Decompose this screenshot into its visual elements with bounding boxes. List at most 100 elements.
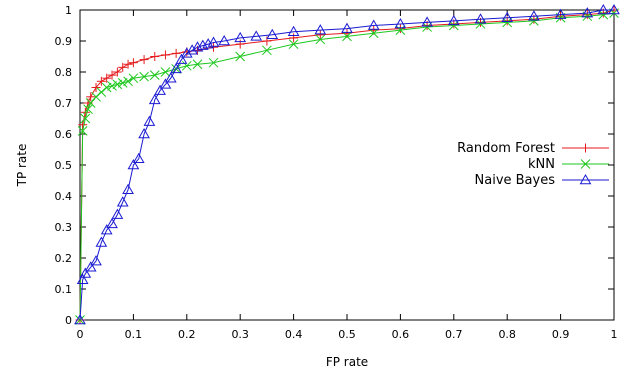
- data-point: [74, 313, 86, 325]
- data-point: [148, 93, 161, 105]
- data-point: [608, 3, 620, 15]
- data-point: [112, 79, 123, 90]
- data-point: [581, 7, 594, 18]
- data-point: [116, 196, 129, 207]
- data-point: [175, 53, 188, 64]
- data-point: [132, 152, 145, 164]
- data-point: [266, 28, 279, 40]
- data-point: [106, 217, 118, 229]
- legend-marker: [581, 143, 590, 153]
- data-point: [95, 236, 108, 247]
- y-tick-label: 0.7: [55, 97, 73, 110]
- y-tick-label: 0.3: [55, 221, 73, 234]
- data-point: [76, 273, 89, 284]
- data-point: [598, 9, 609, 20]
- legend-label: Random Forest: [457, 141, 555, 156]
- y-axis-label: TP rate: [15, 144, 29, 188]
- data-point: [96, 76, 106, 86]
- series-layer: [74, 3, 620, 325]
- data-point: [368, 28, 379, 39]
- y-tick-label: 0.6: [55, 128, 73, 141]
- data-point: [85, 98, 96, 108]
- data-point: [160, 50, 170, 60]
- legend-marker: [579, 173, 592, 185]
- data-point: [234, 31, 247, 43]
- y-tick-label: 1: [65, 4, 72, 17]
- data-point: [79, 267, 92, 278]
- x-tick-label: 0.6: [392, 328, 410, 341]
- y-tick-label: 0.4: [55, 190, 73, 203]
- data-point: [554, 8, 567, 19]
- data-point: [84, 261, 97, 272]
- legend-marker: [580, 159, 591, 169]
- legend-label: kNN: [528, 157, 555, 172]
- data-point: [395, 24, 405, 34]
- data-point: [207, 36, 220, 47]
- data-point: [143, 115, 156, 126]
- data-point: [112, 67, 122, 77]
- x-tick-label: 0: [77, 328, 84, 341]
- data-point: [448, 20, 459, 31]
- data-point: [262, 36, 272, 46]
- data-point: [394, 17, 407, 29]
- data-point: [100, 224, 113, 235]
- x-tick-label: 0.8: [498, 328, 516, 341]
- data-point: [171, 48, 181, 58]
- data-point: [235, 39, 245, 49]
- series-naive-bayes: [74, 3, 620, 325]
- data-point: [287, 25, 300, 36]
- x-tick-label: 1: [611, 328, 618, 341]
- data-point: [314, 24, 327, 35]
- data-point: [209, 42, 218, 52]
- data-point: [367, 19, 380, 30]
- data-point: [262, 45, 272, 56]
- data-point: [91, 83, 101, 92]
- legend-label: Naive Bayes: [475, 173, 556, 188]
- data-point: [159, 78, 172, 89]
- data-point: [250, 30, 263, 41]
- data-point: [475, 19, 486, 29]
- data-point: [128, 58, 138, 68]
- data-point: [502, 17, 513, 28]
- data-point: [180, 47, 193, 58]
- data-point: [102, 73, 112, 83]
- data-point: [421, 16, 433, 27]
- data-point: [122, 183, 134, 195]
- data-point: [170, 62, 182, 74]
- x-axis-label: FP rate: [326, 355, 368, 369]
- data-point: [529, 15, 539, 26]
- data-point: [186, 44, 199, 55]
- x-tick-label: 0.4: [285, 328, 303, 341]
- data-point: [208, 57, 219, 68]
- axis-ticks: 0 0.1 0.2 0.3 0.4 0.5 0.6 0.7 0.8 0.9 1 0 0.1 0.2 0.3 0…: [55, 4, 618, 341]
- data-point: [315, 34, 326, 45]
- data-point: [164, 72, 177, 83]
- data-point: [582, 10, 592, 20]
- data-point: [150, 52, 160, 61]
- y-tick-label: 0.9: [55, 35, 73, 48]
- data-point: [118, 62, 128, 72]
- data-point: [235, 51, 246, 62]
- y-tick-label: 0.5: [55, 159, 73, 172]
- data-point: [154, 84, 166, 95]
- data-point: [107, 81, 117, 91]
- data-point: [218, 34, 231, 46]
- data-point: [111, 208, 124, 219]
- series-line: [79, 9, 614, 321]
- data-point: [123, 76, 133, 87]
- data-point: [422, 22, 432, 32]
- data-point: [192, 59, 203, 70]
- x-tick-label: 0.9: [552, 328, 570, 341]
- data-point: [128, 73, 139, 84]
- data-point: [117, 77, 128, 88]
- x-tick-label: 0.7: [445, 328, 463, 341]
- data-point: [556, 11, 566, 21]
- data-point: [447, 14, 460, 26]
- data-point: [90, 255, 102, 266]
- data-point: [139, 55, 149, 65]
- y-tick-label: 0.1: [55, 283, 73, 296]
- data-point: [597, 3, 610, 15]
- data-point: [83, 104, 93, 115]
